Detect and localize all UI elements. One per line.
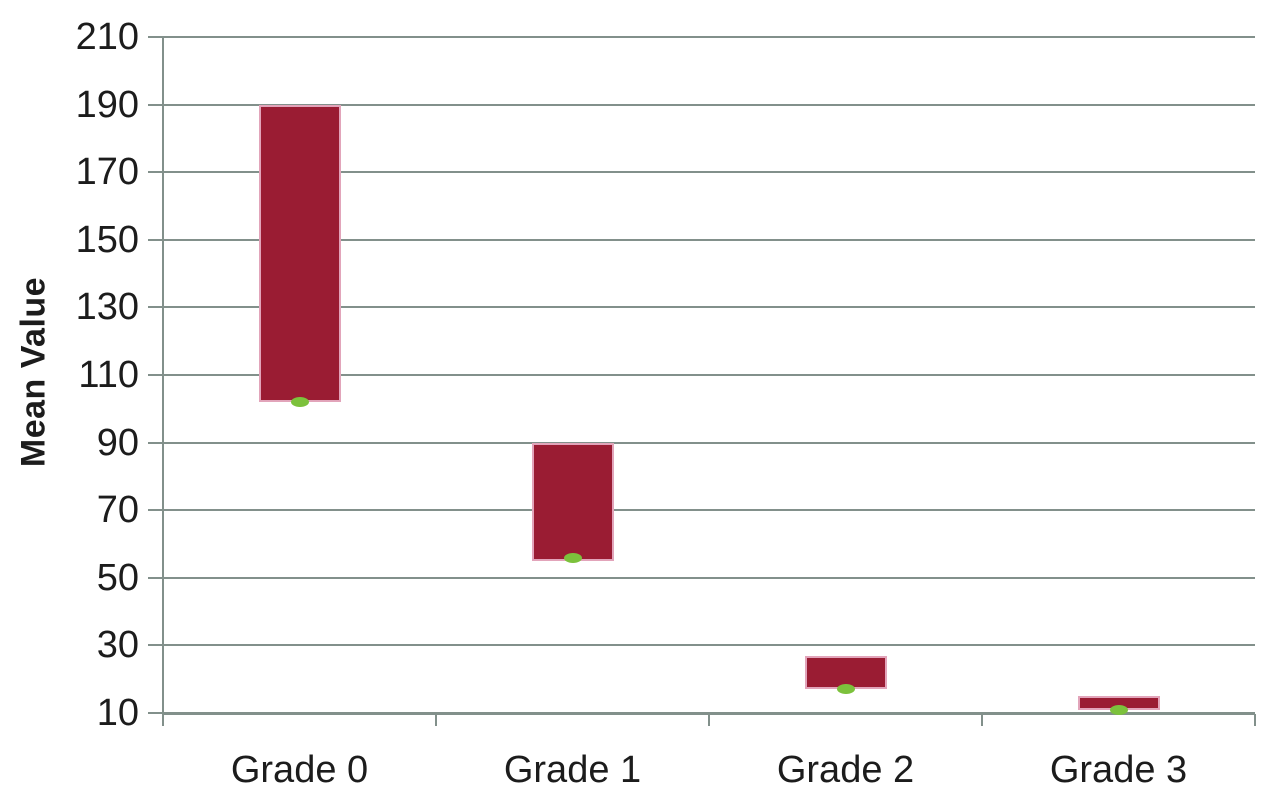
- y-tick-label-150: 150: [75, 218, 139, 261]
- gridline-70: [163, 509, 1255, 512]
- y-axis-line: [162, 37, 164, 726]
- y-tick-mark-110: [148, 374, 163, 376]
- gridline-190: [163, 103, 1255, 106]
- gridline-110: [163, 374, 1255, 376]
- y-tick-mark-130: [148, 306, 163, 309]
- mean-marker-icon-3: [1109, 704, 1128, 715]
- mean-marker-icon-2: [836, 684, 855, 695]
- gridline-150: [163, 238, 1255, 241]
- y-tick-mark-50: [148, 576, 163, 579]
- mean-marker-icon-1: [563, 552, 582, 563]
- x-axis-label-0: Grade 0: [230, 749, 369, 791]
- y-tick-mark-70: [148, 509, 163, 512]
- gridline-90: [163, 441, 1255, 444]
- y-tick-mark-190: [148, 103, 163, 106]
- y-tick-label-210: 210: [75, 16, 139, 58]
- x-tick-mark-1: [435, 714, 437, 726]
- y-tick-mark-150: [148, 238, 163, 241]
- x-tick-mark-4: [1254, 714, 1256, 726]
- gridline-50: [163, 576, 1255, 579]
- x-axis-label-2: Grade 2: [776, 749, 915, 791]
- y-tick-mark-30: [148, 644, 163, 647]
- x-tick-mark-2: [708, 714, 710, 726]
- range-bar-1: [531, 442, 614, 561]
- y-tick-label-90: 90: [96, 421, 139, 464]
- y-tick-mark-170: [148, 171, 163, 174]
- y-tick-label-190: 190: [75, 83, 139, 126]
- y-tick-mark-10: [148, 712, 163, 714]
- x-tick-mark-0: [162, 714, 164, 726]
- gridline-170: [163, 171, 1255, 174]
- y-tick-label-70: 70: [96, 489, 139, 532]
- gridline-10: [163, 711, 1255, 715]
- y-tick-label-10: 10: [96, 692, 139, 734]
- x-axis-label-1: Grade 1: [503, 749, 642, 791]
- y-tick-mark-90: [148, 441, 163, 444]
- y-tick-label-170: 170: [75, 151, 139, 194]
- gridline-30: [163, 644, 1255, 647]
- range-bar-0: [258, 104, 341, 403]
- x-tick-mark-3: [981, 714, 983, 726]
- y-tick-mark-210: [148, 36, 163, 38]
- mean-marker-icon-0: [290, 397, 309, 408]
- y-tick-label-130: 130: [75, 286, 139, 329]
- y-tick-label-50: 50: [96, 556, 139, 599]
- gridline-130: [163, 306, 1255, 309]
- y-tick-label-30: 30: [96, 624, 139, 667]
- x-axis-label-3: Grade 3: [1049, 749, 1188, 791]
- y-tick-label-110: 110: [78, 354, 139, 396]
- gridline-210: [163, 36, 1255, 38]
- range-bar-2: [804, 655, 887, 690]
